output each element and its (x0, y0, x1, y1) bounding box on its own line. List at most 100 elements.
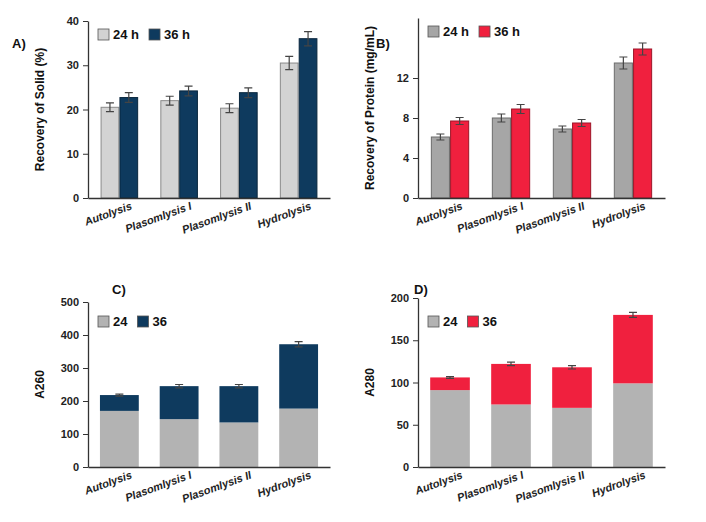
error-bar (225, 104, 233, 113)
y-axis-line (88, 22, 89, 199)
x-tick: Plasomlysis II (180, 199, 253, 235)
y-tick: 20 (67, 104, 88, 116)
y-tick: 0 (403, 461, 418, 473)
y-tick-mark (413, 198, 418, 199)
plot-area (430, 312, 653, 467)
x-tick: Hydrolysis (590, 469, 647, 500)
legend-swatch (137, 316, 148, 327)
bar (573, 123, 591, 198)
x-tick-label: Hydrolysis (256, 469, 313, 500)
x-tick: Hydrolysis (256, 200, 313, 231)
error-bar (115, 394, 123, 396)
x-tick-label: Hydrolysis (256, 200, 313, 231)
plot-area (101, 32, 317, 198)
y-axis-title: Recovery of Solid (%) (33, 48, 47, 171)
y-tick-label: 0 (403, 192, 409, 204)
y-tick-label: 100 (391, 377, 409, 389)
bar (553, 129, 571, 198)
bar (100, 411, 139, 467)
error-bar (106, 103, 114, 112)
panel-label: C) (112, 282, 126, 297)
bar (160, 386, 199, 419)
bar (221, 108, 239, 198)
y-tick-mark (83, 335, 88, 336)
x-tick-label: Plasomlysis II (514, 199, 587, 235)
y-tick: 100 (61, 428, 88, 440)
error-bar (304, 32, 312, 46)
x-tick: Plasomlysis II (180, 468, 253, 504)
y-tick-label: 20 (67, 104, 79, 116)
y-tick-mark (83, 434, 88, 435)
x-axis: AutolysisPlasomlysis IPlasomlysis IIHydr… (412, 199, 665, 236)
error-bar (456, 118, 464, 125)
legend-item: 24 h (428, 24, 469, 39)
y-tick: 0 (73, 192, 88, 204)
y-tick-label: 10 (67, 148, 79, 160)
legend-swatch (428, 26, 439, 37)
y-tick: 4 (403, 152, 418, 164)
bar (160, 419, 199, 467)
error-bar (175, 385, 183, 388)
x-tick: Plasomlysis II (514, 468, 587, 504)
y-axis-title: Recovery of Protein (mg/mL) (363, 26, 377, 190)
y-tick-mark (83, 154, 88, 155)
y-tick-mark (413, 158, 418, 159)
legend-swatch (467, 316, 478, 327)
y-tick-label: 200 (391, 292, 409, 304)
y-tick-label: 40 (67, 15, 79, 27)
plot-area (100, 342, 318, 467)
y-tick-label: 0 (73, 461, 79, 473)
error-bar (295, 342, 303, 347)
legend-label: 24 (443, 314, 458, 329)
x-tick: Plasomlysis II (514, 199, 587, 235)
y-tick-mark (413, 467, 418, 468)
legend-item: 36 h (479, 24, 520, 39)
error-bar (629, 312, 637, 317)
error-bar (244, 88, 252, 98)
x-axis-line (419, 198, 666, 199)
error-bar (185, 86, 193, 96)
legend-swatch (98, 316, 109, 327)
legend-item: 36 (467, 314, 496, 329)
y-axis-title: A280 (363, 368, 377, 397)
panel: 010203040AutolysisPlasomlysis IPlasomlys… (33, 15, 331, 236)
bar (491, 404, 531, 467)
legend-item: 24 (428, 314, 458, 329)
x-tick: Hydrolysis (590, 200, 647, 231)
y-tick: 50 (397, 419, 418, 431)
y-tick: 500 (61, 296, 88, 308)
y-tick-mark (83, 198, 88, 199)
legend-item: 36 (137, 314, 166, 329)
y-tick-mark (413, 78, 418, 79)
bar (431, 137, 449, 198)
x-axis-line (89, 198, 331, 199)
legend-item: 36 h (149, 27, 190, 42)
x-axis: AutolysisPlasomlysis IPlasomlysis IIHydr… (82, 468, 331, 505)
error-bar (285, 56, 293, 69)
y-tick: 300 (61, 362, 88, 374)
panel-label: D) (414, 282, 428, 297)
y-tick: 0 (403, 192, 418, 204)
y-axis: 0 10 20 30 40 (67, 15, 89, 204)
bar (552, 408, 592, 467)
bar (552, 367, 592, 408)
bar (614, 63, 632, 198)
bar (101, 107, 119, 198)
y-tick: 40 (67, 15, 88, 27)
legend: 2436 (98, 314, 167, 329)
legend-swatch (149, 29, 160, 40)
error-bar (578, 120, 586, 127)
x-tick-label: Plasomlysis II (180, 199, 253, 235)
y-tick-label: 30 (67, 59, 79, 71)
y-tick-mark (83, 110, 88, 111)
y-tick-label: 4 (403, 152, 410, 164)
y-axis: 04812 (397, 19, 419, 205)
y-tick-mark (83, 368, 88, 369)
x-axis: AutolysisPlasomlysis IPlasomlysis IIHydr… (412, 468, 665, 505)
y-tick-mark (413, 383, 418, 384)
bar (219, 386, 258, 422)
legend-label: 36 h (494, 24, 520, 39)
bar (161, 101, 179, 198)
legend-item: 24 h (98, 27, 139, 42)
error-bar (558, 126, 566, 132)
